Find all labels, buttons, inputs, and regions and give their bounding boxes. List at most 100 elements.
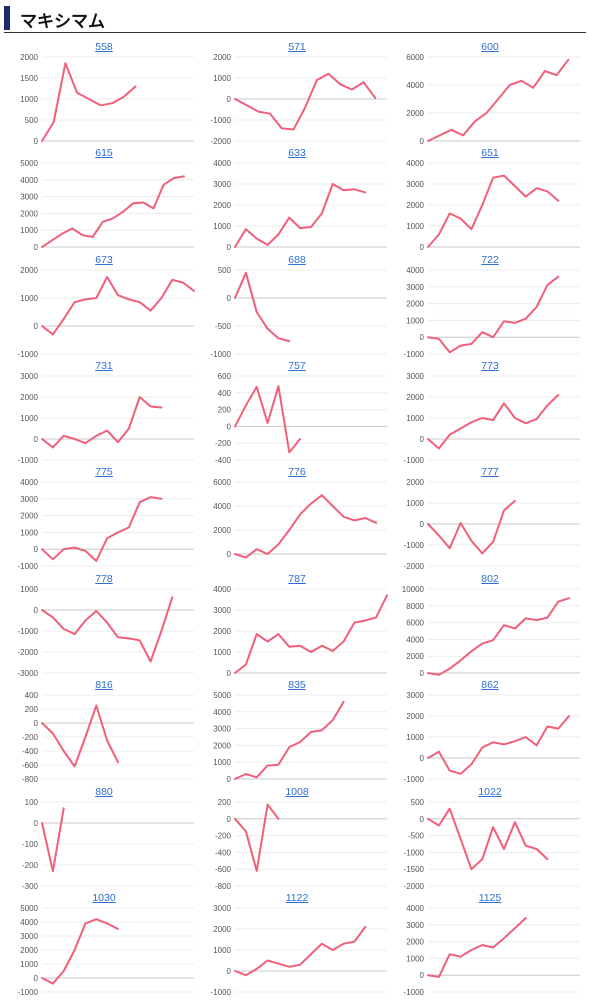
y-tick-label: -2000 [404,882,425,891]
y-tick-label: 4000 [20,176,38,185]
line-chart: 0 2000 4000 6000 [213,478,387,559]
series-line [427,174,560,248]
chart-title-link[interactable]: 633 [288,147,306,159]
y-tick-label: 0 [420,435,425,444]
y-tick-label: 1000 [213,758,231,767]
line-chart: 0 1000 2000 3000 4000 [213,585,388,678]
y-tick-label: 1000 [406,954,424,963]
chart-panel: 615 0 1000 2000 3000 4000 5000 [8,147,200,254]
y-tick-label: -1000 [211,350,232,359]
y-tick-label: 2000 [20,53,38,62]
y-tick-label: 400 [218,389,232,398]
y-tick-label: 0 [420,754,425,763]
y-tick-label: 3000 [406,921,424,930]
y-tick-label: 3000 [213,904,231,913]
chart-title-link[interactable]: 651 [481,147,499,159]
chart-title-link[interactable]: 776 [288,466,306,478]
y-tick-label: -200 [22,861,39,870]
y-tick-label: 0 [420,815,425,824]
y-tick-label: 0 [34,137,39,146]
chart-title-link[interactable]: 816 [95,679,113,691]
y-tick-label: 0 [34,322,39,331]
chart-panel: 880 -300 -200 -100 0 100 [8,786,200,893]
chart-title-link[interactable]: 1022 [478,786,502,798]
chart-title-link[interactable]: 862 [481,679,499,691]
y-tick-label: 1500 [20,74,38,83]
chart-title-link[interactable]: 835 [288,679,306,691]
y-tick-label: 1000 [213,222,231,231]
y-tick-label: 0 [420,333,425,342]
y-tick-label: -1500 [404,865,425,874]
y-tick-label: 2000 [213,741,231,750]
chart-panel: 777 -2000 -1000 0 1000 2000 [394,466,586,573]
chart-title-link[interactable]: 775 [95,466,113,478]
chart-panel: 816 -800 -600 -400 -200 0 200 400 [8,679,200,786]
y-tick-label: 0 [227,422,232,431]
chart-title-link[interactable]: 558 [95,41,113,53]
y-tick-label: 2000 [406,109,424,118]
y-tick-label: -2000 [18,648,39,657]
line-chart: 0 1000 2000 3000 4000 5000 [213,691,387,784]
y-tick-label: 3000 [406,372,424,381]
y-tick-label: 0 [420,137,425,146]
y-tick-label: -1000 [404,541,425,550]
y-tick-label: 1000 [213,946,231,955]
chart-panel: 787 0 1000 2000 3000 4000 [201,573,393,680]
chart-title-link[interactable]: 757 [288,360,306,372]
chart-title-link[interactable]: 673 [95,254,113,266]
chart-title-link[interactable]: 773 [481,360,499,372]
chart-title-link[interactable]: 778 [95,573,113,585]
y-tick-label: 400 [25,691,39,700]
y-tick-label: 0 [34,719,39,728]
y-tick-label: -1000 [18,350,39,359]
chart-title-link[interactable]: 722 [481,254,499,266]
series-line [41,496,163,562]
y-tick-label: 2000 [406,300,424,309]
y-tick-label: 2000 [406,201,424,210]
line-chart: -1000 0 1000 2000 3000 [211,904,387,997]
chart-title-link[interactable]: 1030 [92,892,116,904]
chart-title-link[interactable]: 600 [481,41,499,53]
chart-panel: 802 0 2000 4000 6000 8000 10000 [394,573,586,680]
chart-title-link[interactable]: 571 [288,41,306,53]
chart-title-link[interactable]: 1008 [285,786,309,798]
y-tick-label: 2000 [406,712,424,721]
series-line [234,385,302,454]
chart-title-link[interactable]: 880 [95,786,113,798]
y-tick-label: 2000 [20,946,38,955]
chart-title-link[interactable]: 1125 [478,892,502,904]
y-tick-label: 1000 [406,499,424,508]
series-line [41,704,119,768]
y-tick-label: -800 [215,882,232,891]
y-tick-label: 0 [34,545,39,554]
y-tick-label: 0 [420,520,425,529]
chart-title-link[interactable]: 777 [481,466,499,478]
series-line [427,499,516,555]
chart-panel: 862 -1000 0 1000 2000 3000 [394,679,586,786]
y-tick-label: 1000 [213,74,231,83]
chart-title-link[interactable]: 615 [95,147,113,159]
chart-title-link[interactable]: 802 [481,573,499,585]
series-line [427,715,571,775]
chart-panel: 558 0 500 1000 1500 2000 [8,41,200,148]
y-tick-label: 5000 [213,691,231,700]
y-tick-label: 2000 [406,938,424,947]
series-line [41,396,163,449]
chart-title-link[interactable]: 731 [95,360,113,372]
y-tick-label: 3000 [406,283,424,292]
series-line [41,62,137,142]
y-tick-label: 2000 [20,266,38,275]
y-tick-label: 2000 [213,627,231,636]
chart-title-link[interactable]: 688 [288,254,306,266]
y-tick-label: -1000 [18,988,39,997]
chart-title-link[interactable]: 1122 [285,892,309,904]
y-tick-label: 1000 [20,414,38,423]
y-tick-label: 0 [34,435,39,444]
line-chart: -2000 -1000 0 1000 2000 [404,478,580,571]
line-chart: -1000 0 1000 2000 3000 [18,372,194,465]
y-tick-label: -600 [22,761,39,770]
y-tick-label: 0 [227,550,232,559]
line-chart: -1000 0 1000 2000 3000 4000 [404,904,580,997]
chart-title-link[interactable]: 787 [288,573,306,585]
header-accent-bar [4,6,10,30]
